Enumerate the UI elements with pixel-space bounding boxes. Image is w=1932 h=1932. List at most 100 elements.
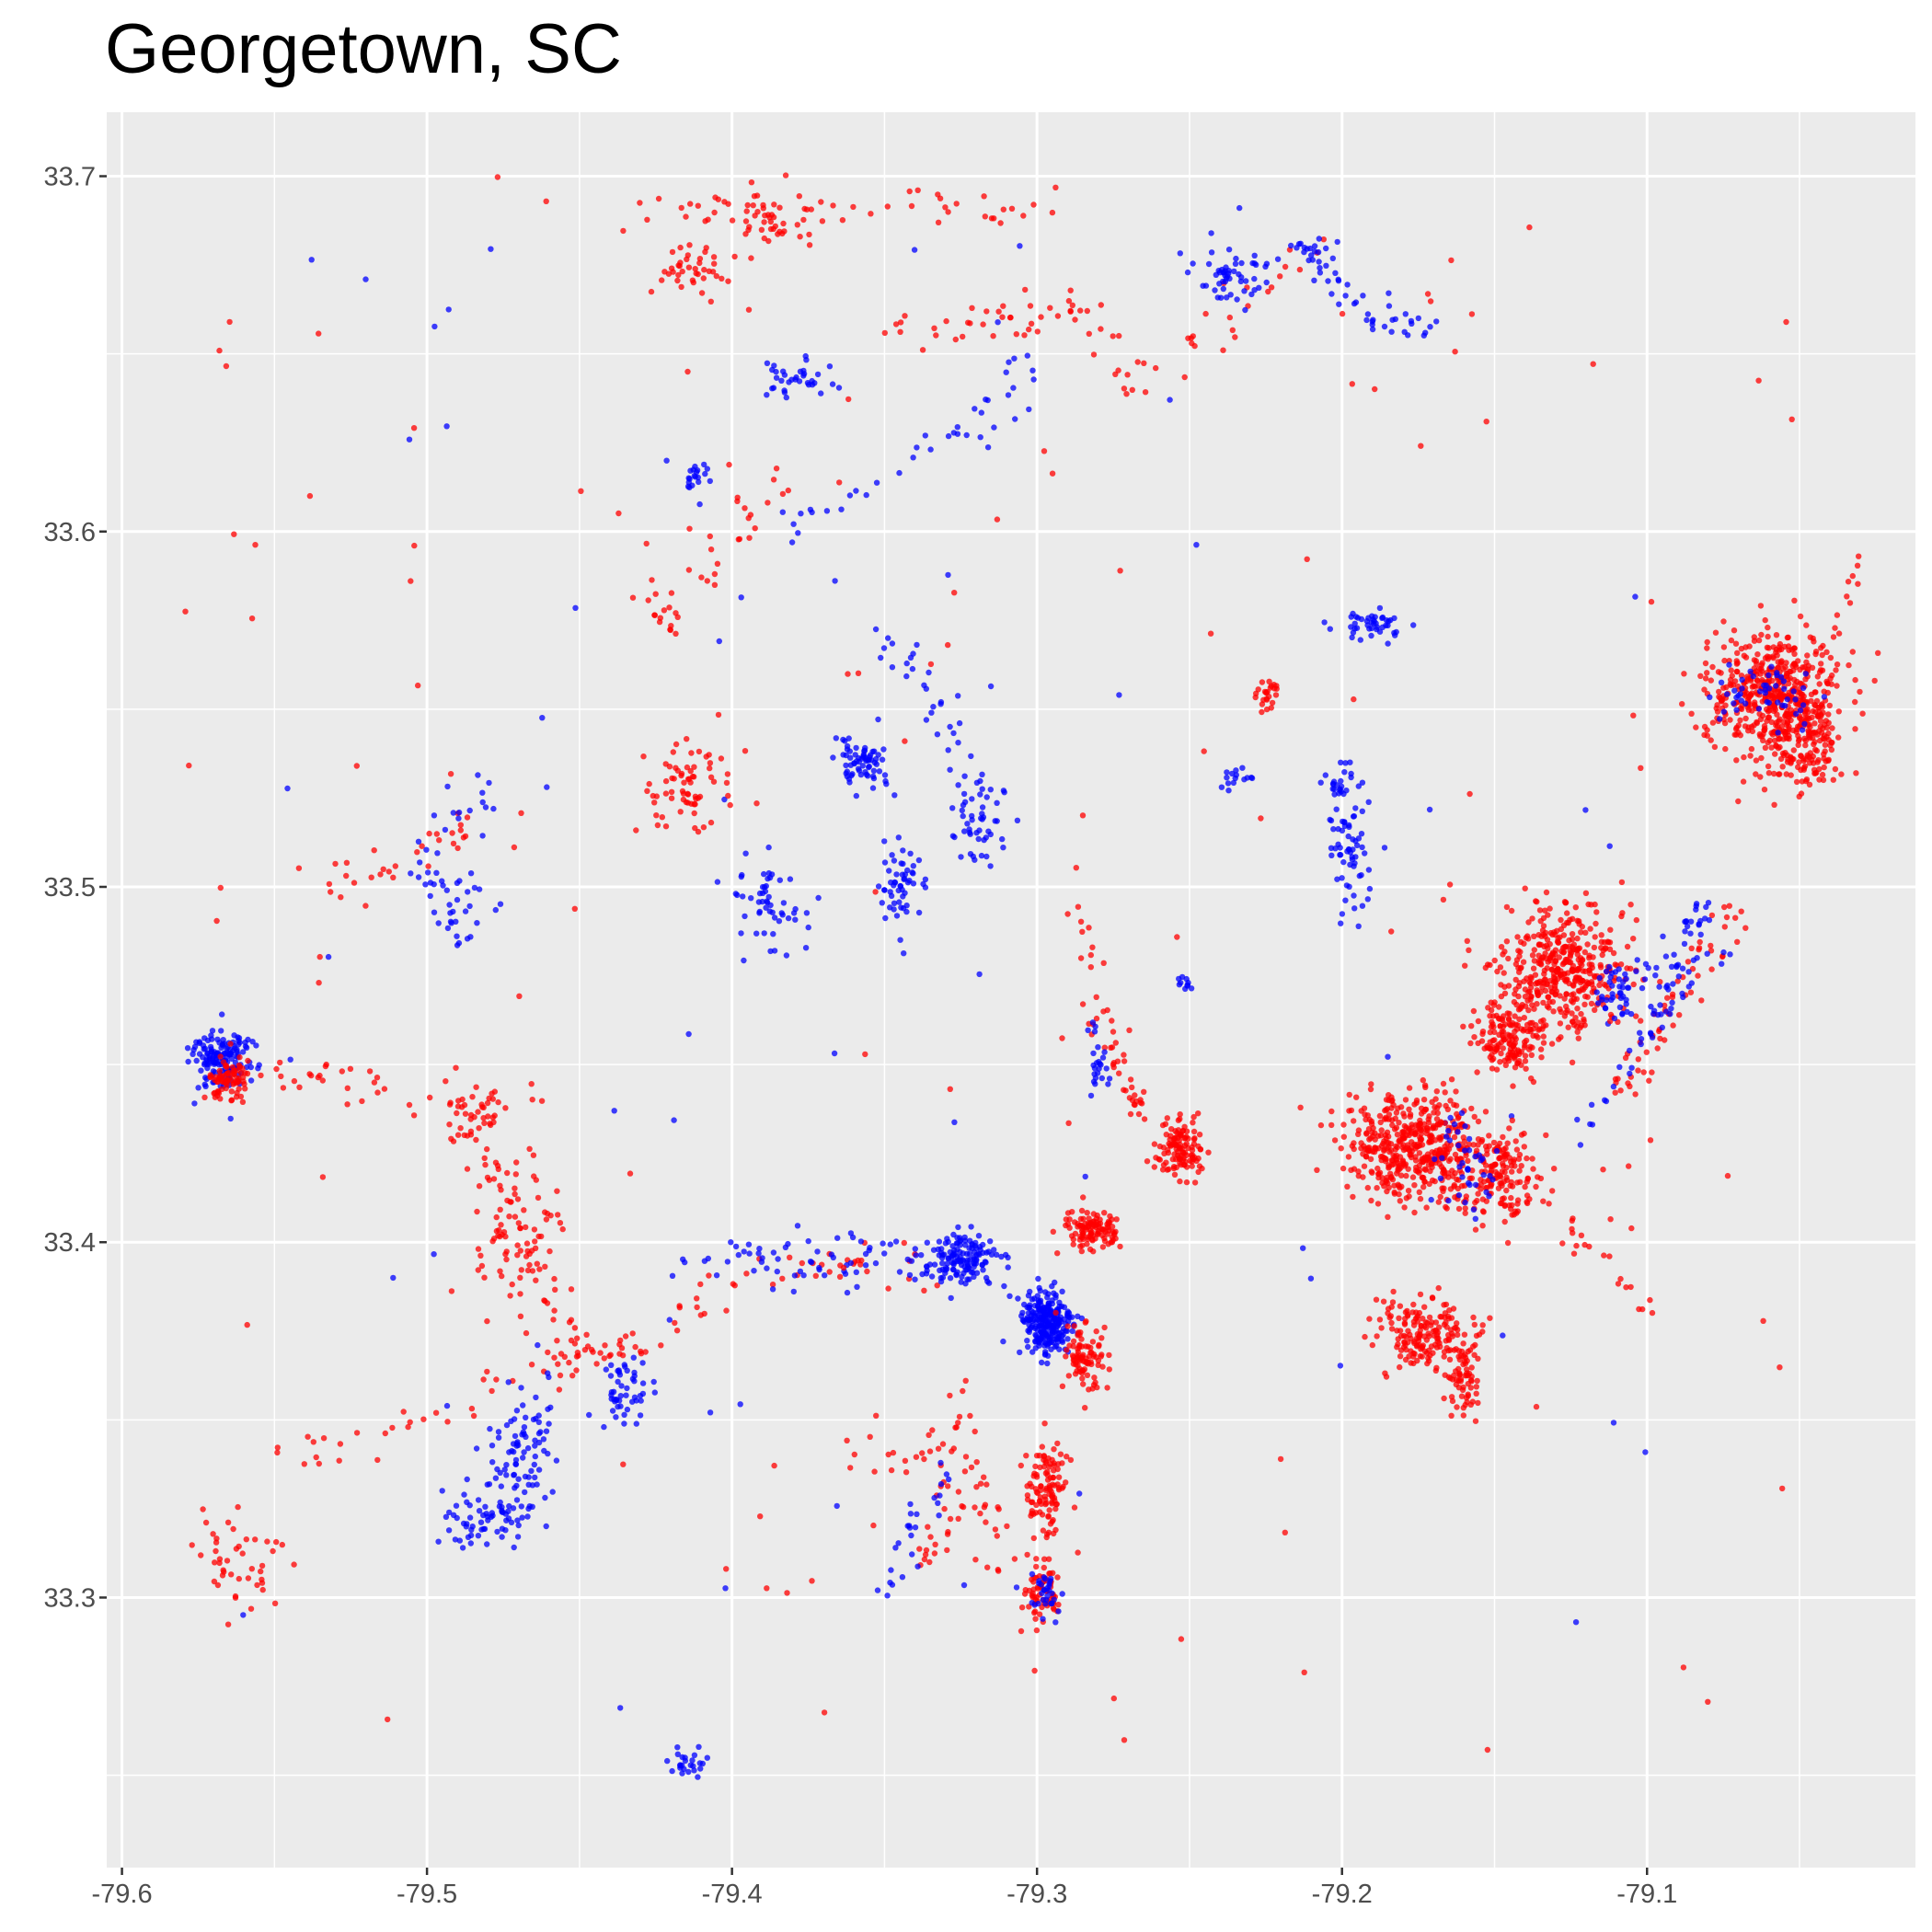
data-point [875,716,881,723]
data-point [1075,1549,1081,1556]
data-point [1046,1507,1052,1513]
data-point [972,1504,978,1511]
data-point [1390,1288,1397,1295]
data-point [543,198,549,204]
data-point [1411,1209,1418,1216]
data-point [1181,374,1188,381]
data-point [1328,1108,1335,1115]
data-point [891,900,898,906]
data-point [477,1252,484,1259]
data-point [519,1514,525,1521]
data-point [881,859,889,866]
data-point [1355,783,1363,789]
data-point [1721,657,1728,664]
data-point [1037,1464,1043,1471]
data-point [1503,1174,1510,1181]
data-point [1072,316,1078,323]
data-point [531,1226,538,1233]
data-point [1708,912,1716,919]
data-point [1727,676,1734,684]
data-point [969,305,975,311]
data-point [512,1171,519,1178]
data-point [1762,616,1768,624]
data-point [618,1383,625,1389]
data-point [724,1259,731,1265]
data-point [1801,735,1808,742]
data-point [1492,1161,1499,1168]
data-point [1027,1326,1033,1332]
data-point [1628,1225,1635,1232]
data-point [637,1412,644,1419]
data-point [765,875,771,882]
data-point [1487,1013,1493,1019]
data-point [1418,1323,1424,1329]
data-point [1520,959,1527,965]
data-point [801,205,808,213]
data-point [1685,959,1692,965]
data-point [1171,1142,1179,1148]
data-point [1534,1001,1540,1007]
data-point [765,844,772,851]
data-point [518,810,524,816]
data-point [966,826,972,833]
data-point [868,211,874,217]
data-point [623,1392,629,1398]
data-point [1337,852,1344,858]
data-point [1391,1190,1398,1197]
data-point [723,1566,730,1572]
data-point [983,397,989,403]
data-point [1578,1232,1585,1239]
data-point [1277,1455,1284,1463]
data-point [1470,1142,1477,1148]
data-point [1471,1034,1478,1041]
data-point [478,1262,486,1270]
data-point [475,1267,481,1273]
data-point [711,581,719,588]
data-point [745,306,753,313]
data-point [1127,1110,1134,1118]
data-point [1709,663,1716,671]
data-point [423,846,430,853]
data-point [918,1252,925,1259]
data-point [1721,924,1729,930]
data-point [748,179,755,186]
data-point [1773,632,1780,638]
data-point [1827,742,1834,749]
data-point [1662,1002,1668,1009]
data-point [1712,629,1719,636]
data-point [1321,619,1328,626]
data-point [1362,1333,1368,1340]
data-point [1824,680,1831,686]
data-point [1768,719,1775,726]
data-point [969,812,975,820]
data-point [1082,1319,1089,1326]
data-point [1040,1328,1047,1334]
data-point [1598,938,1605,945]
data-point [1331,1137,1339,1144]
data-point [1406,1106,1412,1113]
data-point [1475,1190,1481,1197]
data-point [707,546,715,553]
data-point [1024,1338,1030,1344]
data-point [1399,1129,1406,1135]
data-point [1530,1025,1537,1032]
data-point [1362,850,1368,857]
data-point [497,1206,503,1213]
data-point [505,1379,512,1386]
data-point [1578,1022,1585,1029]
data-point [1021,332,1028,339]
data-point [1311,277,1317,283]
data-point [742,505,748,512]
data-point [1826,702,1834,709]
data-point [467,1540,474,1547]
data-point [1038,1501,1045,1507]
data-point [511,844,518,851]
data-point [310,1439,316,1445]
data-point [1040,1527,1047,1534]
data-point [1506,1202,1512,1209]
data-point [895,834,902,841]
data-point [1821,732,1828,739]
data-point [511,1448,517,1455]
data-point [945,571,951,579]
data-point [1173,1164,1180,1171]
